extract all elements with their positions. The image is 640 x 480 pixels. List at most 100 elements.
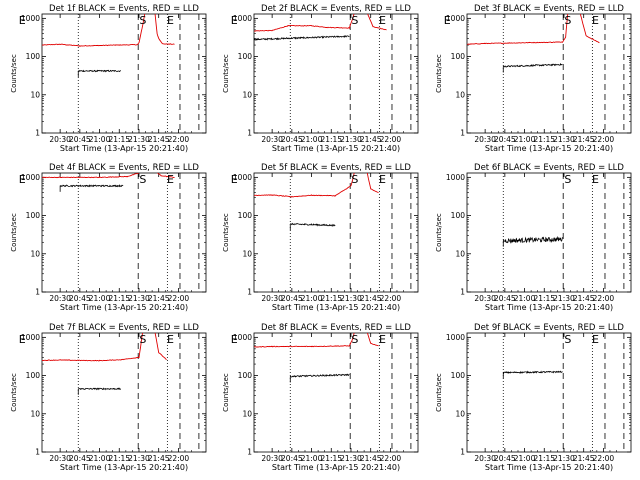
- panel-title: Det 2f BLACK = Events, RED = LLD: [261, 4, 411, 14]
- y-tick-label: 10: [242, 409, 252, 418]
- y-tick-label: 100: [451, 52, 466, 61]
- x-tick-label: 21:15: [320, 454, 342, 463]
- x-axis-label: Start Time (13-Apr-15 20:21:40): [60, 144, 188, 153]
- x-tick-label: 21:15: [533, 454, 555, 463]
- x-tick-label: 20:45: [494, 454, 516, 463]
- y-tick-label: 1: [247, 129, 252, 138]
- y-tick-label: 1: [247, 448, 252, 457]
- x-tick-label: 21:00: [301, 294, 323, 303]
- plot-frame: [41, 332, 207, 453]
- y-tick-label: 10: [242, 90, 252, 99]
- lld-series-line: [42, 14, 175, 47]
- x-tick-label: 21:45: [573, 294, 595, 303]
- x-axis-label: Start Time (13-Apr-15 20:21:40): [60, 463, 188, 472]
- y-tick-label: 1: [35, 288, 40, 297]
- x-tick-label: 21:00: [89, 135, 111, 144]
- x-tick-label: 21:15: [108, 135, 130, 144]
- x-tick-label: 22:00: [380, 135, 402, 144]
- y-axis-label: Counts/sec: [222, 54, 230, 93]
- events-series-line: [254, 35, 350, 41]
- x-tick-label: 20:30: [474, 294, 496, 303]
- x-tick-label: 20:45: [494, 135, 516, 144]
- detector-panel: Det 1f BLACK = Events, RED = LLD 1 10 100 10…: [10, 4, 207, 153]
- end-marker: E: [379, 173, 386, 186]
- x-tick-label: 20:45: [69, 294, 91, 303]
- x-tick-label: 20:45: [69, 135, 91, 144]
- y-tick-label: 100: [451, 211, 466, 220]
- x-tick-label: 22:00: [593, 294, 615, 303]
- lld-series-line: [42, 173, 175, 179]
- panel-title: Det 6f BLACK = Events, RED = LLD: [474, 163, 624, 173]
- y-axis-label: Counts/sec: [10, 373, 18, 412]
- start-marker: S: [564, 14, 571, 27]
- panel-title: Det 3f BLACK = Events, RED = LLD: [474, 4, 624, 14]
- y-tick-label: 100: [238, 211, 253, 220]
- x-tick-label: 20:30: [261, 294, 283, 303]
- start-marker: S: [351, 173, 358, 186]
- x-tick-label: 21:15: [320, 135, 342, 144]
- end-marker: E: [592, 173, 599, 186]
- x-tick-label: 21:30: [340, 294, 362, 303]
- x-tick-label: 21:45: [360, 135, 382, 144]
- x-tick-label: 21:45: [573, 454, 595, 463]
- start-marker: S: [139, 173, 146, 186]
- x-tick-label: 22:00: [380, 294, 402, 303]
- plot-frame: [41, 172, 207, 293]
- y-axis-label: Counts/sec: [222, 373, 230, 412]
- end-marker: E: [19, 173, 26, 186]
- y-tick-label: 100: [26, 211, 41, 220]
- y-axis-label: Counts/sec: [435, 213, 443, 252]
- lld-series-line: [467, 14, 600, 45]
- events-series-line: [289, 373, 350, 378]
- detector-panel: Det 2f BLACK = Events, RED = LLD 1 10 100 10…: [222, 4, 419, 153]
- plot-frame: [41, 13, 207, 134]
- y-tick-label: 1: [35, 448, 40, 457]
- x-tick-label: 21:30: [340, 135, 362, 144]
- x-tick-label: 21:00: [301, 135, 323, 144]
- end-marker: E: [444, 14, 451, 27]
- end-marker: E: [167, 14, 174, 27]
- y-axis-label: Counts/sec: [435, 373, 443, 412]
- detector-panel: Det 8f BLACK = Events, RED = LLD 1 10 100 10…: [222, 323, 419, 472]
- y-tick-label: 1: [460, 448, 465, 457]
- y-axis-label: Counts/sec: [222, 213, 230, 252]
- y-tick-label: 10: [30, 249, 40, 258]
- plot-frame: [253, 332, 419, 453]
- x-tick-label: 21:15: [533, 135, 555, 144]
- y-tick-label: 100: [451, 371, 466, 380]
- y-tick-label: 1: [35, 129, 40, 138]
- start-marker: S: [564, 173, 571, 186]
- start-marker: S: [351, 14, 358, 27]
- lld-series-line: [254, 14, 387, 32]
- y-tick-label: 1: [460, 129, 465, 138]
- plot-frame: [466, 13, 632, 134]
- x-tick-label: 20:45: [69, 454, 91, 463]
- y-tick-label: 1000: [446, 14, 465, 23]
- y-tick-label: 10: [30, 409, 40, 418]
- y-tick-label: 100: [238, 52, 253, 61]
- x-tick-label: 21:45: [148, 294, 170, 303]
- end-marker: E: [231, 14, 238, 27]
- y-tick-label: 1000: [233, 14, 252, 23]
- panel-title: Det 5f BLACK = Events, RED = LLD: [261, 163, 411, 173]
- detector-panel: Det 6f BLACK = Events, RED = LLD 1 10 100 10…: [435, 163, 632, 312]
- y-tick-label: 1000: [233, 173, 252, 182]
- lld-series-line: [42, 333, 167, 362]
- y-tick-label: 10: [242, 249, 252, 258]
- end-marker: E: [167, 173, 174, 186]
- x-tick-label: 21:15: [108, 294, 130, 303]
- x-tick-label: 20:30: [474, 454, 496, 463]
- x-tick-label: 20:30: [261, 135, 283, 144]
- x-tick-label: 21:00: [89, 454, 111, 463]
- x-axis-label: Start Time (13-Apr-15 20:21:40): [272, 144, 400, 153]
- x-tick-label: 22:00: [168, 135, 190, 144]
- panel-title: Det 7f BLACK = Events, RED = LLD: [49, 323, 199, 333]
- x-tick-label: 20:45: [281, 294, 303, 303]
- x-tick-label: 20:30: [261, 454, 283, 463]
- x-tick-label: 21:45: [573, 135, 595, 144]
- y-tick-label: 10: [455, 90, 465, 99]
- x-tick-label: 21:30: [553, 294, 575, 303]
- detector-panel: Det 3f BLACK = Events, RED = LLD 1 10 100 10…: [435, 4, 632, 153]
- end-marker: E: [167, 333, 174, 346]
- y-tick-label: 100: [26, 52, 41, 61]
